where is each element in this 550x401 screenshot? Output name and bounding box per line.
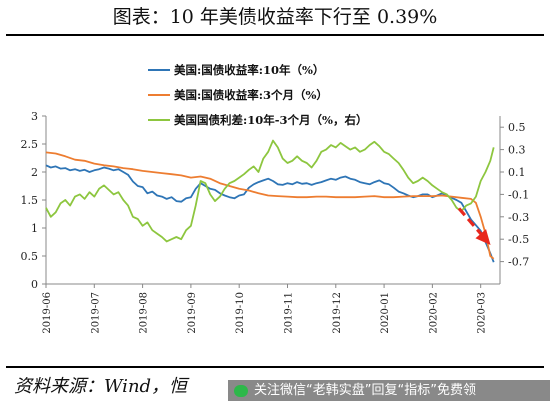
x-tick-label: 2020-01 [380,292,391,334]
chart-series [45,139,495,263]
figure-title: 图表：10 年美债收益率下行至 0.39% [112,6,438,28]
x-tick-label: 2019-08 [139,292,150,334]
chart-legend: 美国:国债收益率:10年（%） 美国:国债收益率:3个月（%） 美国国债利差:10年… [148,63,367,127]
x-tick-label: 2019-12 [332,292,343,334]
y-left-tick-label: 0 [31,278,38,291]
banner-text-post: 免费领 [437,383,477,398]
legend-label-1: 美国:国债收益率:10年（%） [174,63,324,77]
y-right-tick-label: -0.5 [508,233,529,246]
banner-text-q1: “老韩实盘” [306,383,372,398]
line-chart: 0 0.5 1 1.5 2 2.5 3 -0.7 -0.5 -0.3 -0.1 0.1 0.3 0.5 20… [21,63,530,334]
y-right-tick-label: -0.1 [508,188,529,201]
y-left-tick-label: 2 [31,166,38,179]
promo-banner[interactable]: 关注微信“老韩实盘”回复“指标”免费领 [228,380,550,401]
x-tick-label: 2019-09 [187,292,198,334]
chart-axes: 0 0.5 1 1.5 2 2.5 3 -0.7 -0.5 -0.3 -0.1 0.1 0.3 0.5 20… [21,110,530,334]
banner-text-q2: “指标” [397,383,437,398]
chart-annotation [457,207,491,246]
series-line-2 [45,151,495,260]
legend-label-2: 美国:国债收益率:3个月（%） [174,88,328,102]
y-left-tick-label: 1 [31,222,38,235]
source-note: 资料来源：Wind，恒 [14,376,188,397]
y-left-tick-label: 1.5 [21,194,39,207]
y-right-tick-label: 0.3 [508,144,526,157]
x-tick-label: 2019-10 [235,292,246,334]
series-line-3 [45,139,495,243]
x-tick-label: 2020-02 [428,292,439,334]
y-right-tick-label: -0.3 [508,211,529,224]
banner-text-mid: 回复 [371,383,398,398]
bottom-rule [6,366,544,368]
x-tick-label: 2019-07 [90,292,101,334]
x-tick-label: 2019-11 [283,292,294,334]
y-right-tick-label: -0.7 [508,256,529,269]
y-right-tick-label: 0.1 [508,166,526,179]
top-rule [6,34,544,36]
x-tick-label: 2019-06 [42,292,53,334]
y-right-tick-label: 0.5 [508,121,526,134]
legend-label-3: 美国国债利差:10年-3个月（%，右） [174,113,367,127]
y-left-tick-label: 2.5 [21,138,39,151]
trend-arrow-head [475,229,491,246]
y-left-tick-label: 3 [31,110,38,123]
y-left-tick-label: 0.5 [21,250,39,263]
wechat-icon [234,384,248,397]
x-tick-label: 2020-03 [477,292,488,334]
banner-text-pre: 关注微信 [254,383,307,398]
